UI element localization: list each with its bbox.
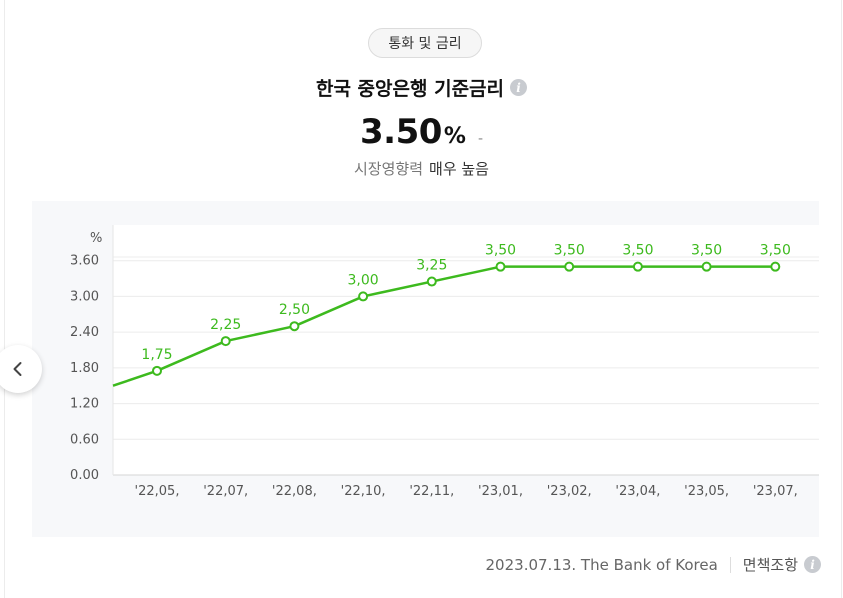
current-unit: % bbox=[443, 124, 466, 149]
data-label: 3,50 bbox=[485, 243, 516, 259]
plot-area bbox=[113, 225, 819, 475]
x-tick-label: '22,07, bbox=[203, 484, 248, 499]
data-point bbox=[564, 261, 575, 272]
current-value: 3.50 bbox=[360, 112, 442, 152]
x-tick-label: '22,11, bbox=[409, 484, 454, 499]
data-label: 1,75 bbox=[141, 347, 172, 363]
y-tick-label: 1.80 bbox=[70, 361, 99, 376]
x-tick-label: '23,04, bbox=[615, 484, 660, 499]
info-icon[interactable]: i bbox=[804, 556, 821, 573]
current-value-row: 3.50 % - bbox=[0, 112, 843, 152]
data-label: 3,50 bbox=[691, 243, 722, 259]
data-point bbox=[358, 291, 369, 302]
impact-value: 매우 높음 bbox=[429, 160, 489, 178]
data-point bbox=[770, 261, 781, 272]
category-chip-label: 통화 및 금리 bbox=[388, 36, 462, 52]
data-label: 3,25 bbox=[416, 258, 447, 274]
data-label: 3,50 bbox=[760, 243, 791, 259]
category-chip[interactable]: 통화 및 금리 bbox=[368, 28, 482, 58]
footer-divider bbox=[729, 556, 731, 573]
data-point bbox=[220, 336, 231, 347]
data-point bbox=[495, 261, 506, 272]
page-title: 한국 중앙은행 기준금리 bbox=[315, 78, 505, 100]
data-label: 3,50 bbox=[622, 243, 653, 259]
data-point bbox=[701, 261, 712, 272]
data-label: 3,50 bbox=[554, 243, 585, 259]
x-tick-label: '23,01, bbox=[478, 484, 523, 499]
data-point bbox=[426, 276, 437, 287]
market-impact: 시장영향력 매우 높음 bbox=[0, 158, 843, 179]
disclaimer-link[interactable]: 면책조항 bbox=[742, 556, 798, 574]
data-label: 2,50 bbox=[279, 302, 310, 318]
x-tick-label: '22,08, bbox=[272, 484, 317, 499]
data-point bbox=[289, 321, 300, 332]
prev-button[interactable] bbox=[0, 345, 42, 393]
y-tick-label: 1.20 bbox=[70, 397, 99, 412]
chart-panel: % 0.00 0.60 1.20 1.80 2.40 3.00 3.60 '22,05, '22,… bbox=[32, 201, 819, 537]
rate-chart: % 0.00 0.60 1.20 1.80 2.40 3.00 3.60 '22,05, '22,… bbox=[70, 225, 819, 499]
data-label: 3,00 bbox=[348, 272, 379, 288]
y-tick-label: 3.00 bbox=[70, 289, 99, 304]
title-row: 한국 중앙은행 기준금리 i bbox=[0, 74, 843, 101]
x-tick-label: '22,05, bbox=[135, 484, 180, 499]
change-value: - bbox=[477, 131, 483, 147]
y-tick-label: 3.60 bbox=[70, 254, 99, 269]
x-tick-label: '23,07, bbox=[753, 484, 798, 499]
y-tick-label: 0.60 bbox=[70, 432, 99, 447]
data-label: 2,25 bbox=[210, 317, 241, 333]
x-tick-label: '23,02, bbox=[547, 484, 592, 499]
y-axis-label: % bbox=[90, 231, 102, 246]
y-tick-label: 2.40 bbox=[70, 325, 99, 340]
chevron-left-icon bbox=[13, 362, 22, 376]
x-tick-label: '22,10, bbox=[341, 484, 386, 499]
info-icon[interactable]: i bbox=[510, 79, 528, 96]
impact-label: 시장영향력 bbox=[354, 160, 424, 178]
data-point bbox=[152, 365, 162, 376]
footer: 2023.07.13. The Bank of Korea 면책조항 i bbox=[486, 554, 821, 575]
data-point bbox=[632, 261, 643, 272]
y-tick-label: 0.00 bbox=[70, 468, 99, 483]
source-text: 2023.07.13. The Bank of Korea bbox=[485, 555, 718, 574]
x-tick-label: '23,05, bbox=[684, 484, 729, 499]
